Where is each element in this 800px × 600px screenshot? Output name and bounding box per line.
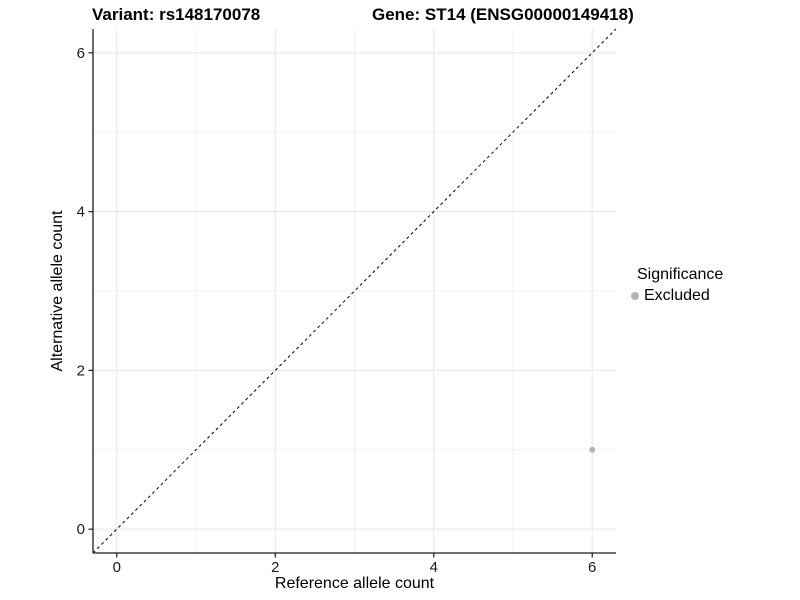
plot-title-gene: Gene: ST14 (ENSG00000149418): [372, 5, 634, 24]
legend-title: Significance: [637, 266, 724, 283]
legend: Significance Excluded: [631, 266, 723, 305]
x-tick-label: 2: [271, 559, 279, 576]
x-tick-label: 0: [113, 559, 121, 576]
y-tick-label: 6: [77, 45, 85, 62]
y-tick-label: 0: [77, 521, 85, 538]
x-tick-label: 4: [430, 559, 438, 576]
legend-point-icon: [631, 292, 639, 300]
data-point: [589, 446, 596, 453]
y-tick-label: 2: [77, 362, 85, 379]
plot-title-variant: Variant: rs148170078: [92, 5, 261, 24]
x-axis-title: Reference allele count: [274, 575, 435, 592]
y-axis-title: Alternative allele count: [49, 210, 66, 372]
legend-item-label: Excluded: [644, 287, 710, 304]
y-tick-label: 4: [77, 204, 85, 221]
legend-item-excluded: Excluded: [631, 287, 723, 305]
x-tick-label: 6: [588, 559, 596, 576]
